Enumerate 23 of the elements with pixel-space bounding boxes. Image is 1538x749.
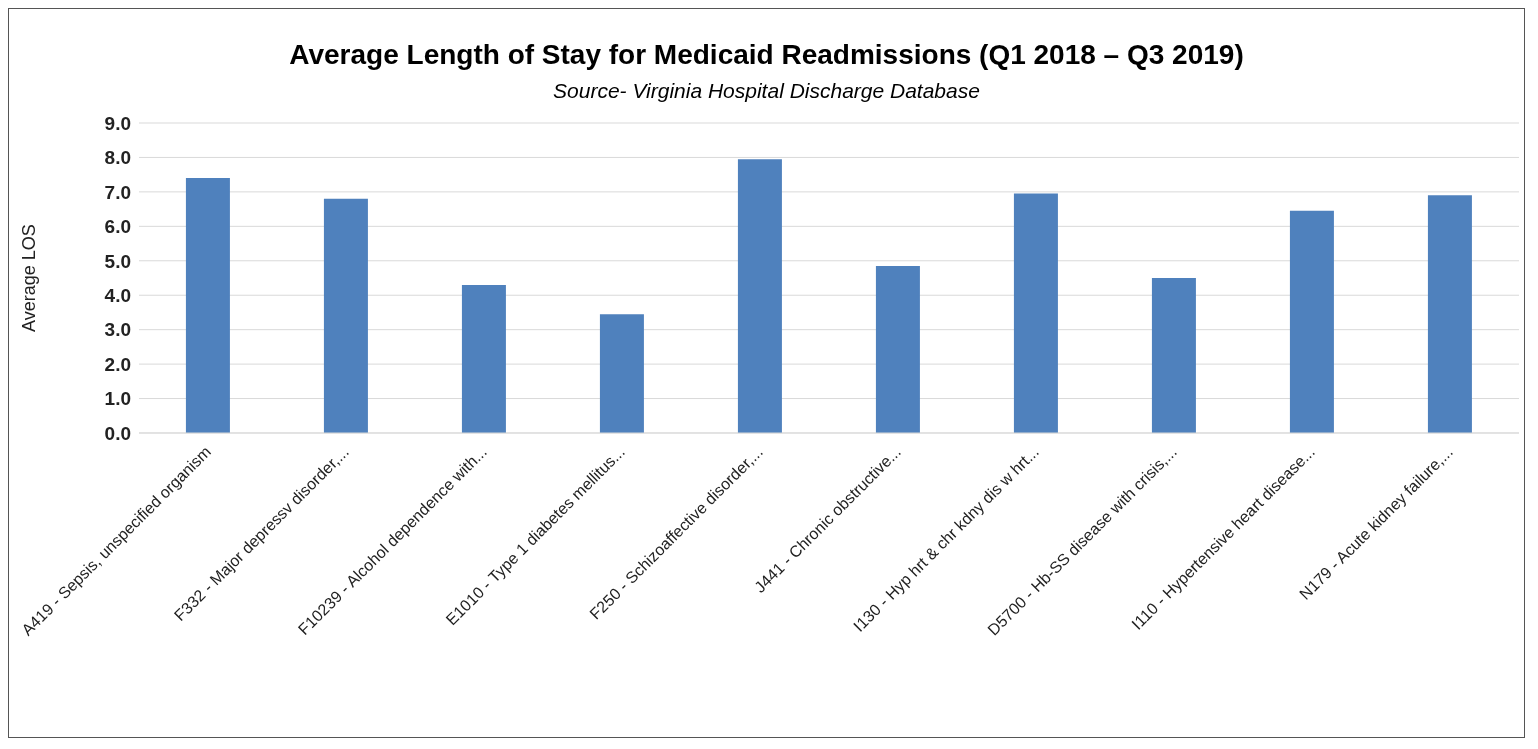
bar — [875, 265, 920, 433]
bar — [461, 284, 506, 433]
y-tick-label: 6.0 — [104, 216, 131, 238]
y-tick-label: 2.0 — [104, 353, 131, 375]
bar — [323, 198, 368, 433]
bar — [1151, 278, 1196, 433]
bar — [185, 178, 230, 433]
y-tick-label: 1.0 — [104, 388, 131, 410]
bar — [737, 159, 782, 433]
bar — [1427, 195, 1472, 433]
y-tick-label: 3.0 — [104, 319, 131, 341]
bar — [1289, 210, 1334, 433]
y-axis-title: Average LOS — [19, 224, 40, 332]
y-tick-label: 8.0 — [104, 147, 131, 169]
y-tick-label: 9.0 — [104, 112, 131, 134]
y-tick-label: 0.0 — [104, 422, 131, 444]
bar — [599, 314, 644, 433]
y-tick-label: 7.0 — [104, 181, 131, 203]
bar — [1013, 193, 1058, 433]
chart-subtitle: Source- Virginia Hospital Discharge Database — [552, 79, 981, 103]
y-tick-label: 4.0 — [104, 284, 131, 306]
y-tick-label: 5.0 — [104, 250, 131, 272]
chart-title: Average Length of Stay for Medicaid Readmissions (Q1 2018 – Q3 2019) — [288, 39, 1245, 71]
